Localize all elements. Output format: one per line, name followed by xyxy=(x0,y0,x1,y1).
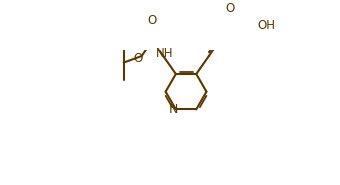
Text: N: N xyxy=(169,103,178,116)
Text: O: O xyxy=(148,14,157,27)
Text: OH: OH xyxy=(257,19,275,32)
Text: NH: NH xyxy=(156,47,174,60)
Text: O: O xyxy=(133,53,142,65)
Text: O: O xyxy=(225,2,235,15)
